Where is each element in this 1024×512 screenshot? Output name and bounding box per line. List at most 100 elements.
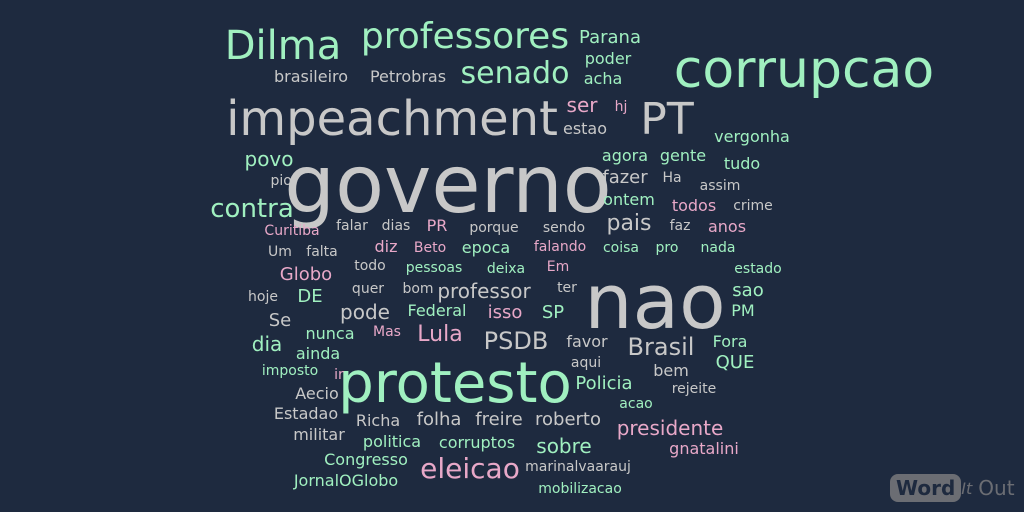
cloud-word: assim bbox=[699, 178, 741, 194]
cloud-word: deixa bbox=[486, 261, 526, 277]
cloud-word: povo bbox=[244, 147, 294, 171]
cloud-word: marinalvaarauj bbox=[525, 459, 631, 475]
cloud-word: sobre bbox=[536, 434, 592, 458]
cloud-word: falta bbox=[306, 244, 338, 260]
cloud-word: roberto bbox=[535, 409, 601, 430]
cloud-word: faz bbox=[669, 218, 691, 234]
cloud-word: Lula bbox=[417, 322, 463, 347]
cloud-word: Um bbox=[268, 244, 292, 260]
cloud-word: pais bbox=[606, 211, 652, 236]
cloud-word: todos bbox=[671, 196, 717, 215]
cloud-word: SP bbox=[541, 302, 565, 323]
cloud-word: dias bbox=[381, 218, 411, 234]
cloud-word: Dilma bbox=[224, 23, 342, 69]
cloud-word: impeachment bbox=[226, 91, 558, 147]
cloud-word: estao bbox=[562, 119, 608, 138]
cloud-word: quer bbox=[351, 281, 385, 297]
cloud-word: governo bbox=[284, 138, 612, 231]
cloud-word: Policia bbox=[575, 373, 633, 394]
cloud-word: Aecio bbox=[295, 384, 339, 403]
cloud-word: Ha bbox=[662, 170, 682, 186]
cloud-word: nunca bbox=[305, 324, 355, 343]
cloud-word: epoca bbox=[461, 238, 511, 257]
cloud-word: ser bbox=[566, 93, 598, 117]
cloud-word: Petrobras bbox=[369, 67, 447, 86]
wordItOut-logo: Word It Out bbox=[890, 470, 1018, 506]
cloud-word: professor bbox=[437, 279, 531, 303]
cloud-word: dia bbox=[251, 332, 283, 356]
cloud-word: porque bbox=[469, 220, 519, 236]
cloud-word: ir bbox=[334, 367, 344, 383]
cloud-word: protesto bbox=[338, 351, 572, 416]
cloud-word: todo bbox=[354, 258, 386, 274]
cloud-word: Fora bbox=[712, 332, 748, 351]
cloud-word: Richa bbox=[355, 411, 401, 430]
cloud-word: ontem bbox=[603, 190, 655, 209]
cloud-word: pior bbox=[270, 173, 298, 189]
cloud-word: JornalOGlobo bbox=[293, 471, 399, 490]
cloud-word: poder bbox=[584, 49, 632, 68]
cloud-word: nada bbox=[700, 240, 736, 256]
cloud-word: brasileiro bbox=[273, 67, 349, 86]
cloud-word: rejeite bbox=[671, 381, 717, 397]
cloud-word: Congresso bbox=[324, 450, 408, 469]
cloud-word: ter bbox=[557, 280, 577, 296]
cloud-word: Brasil bbox=[627, 333, 695, 361]
cloud-word: corrupcao bbox=[673, 40, 935, 100]
cloud-word: Curitiba bbox=[264, 223, 320, 239]
cloud-word: pessoas bbox=[405, 260, 463, 276]
cloud-word: Mas bbox=[373, 324, 401, 340]
cloud-word: eleicao bbox=[420, 452, 520, 485]
cloud-word: PR bbox=[426, 216, 448, 235]
cloud-word: Em bbox=[546, 259, 570, 275]
cloud-word: professores bbox=[360, 16, 570, 57]
cloud-word: Federal bbox=[407, 301, 467, 320]
cloud-word: mobilizacao bbox=[538, 481, 622, 497]
cloud-word: freire bbox=[475, 409, 523, 430]
cloud-word: folha bbox=[416, 409, 462, 430]
cloud-word: PSDB bbox=[483, 327, 549, 355]
cloud-word: presidente bbox=[616, 416, 724, 440]
cloud-word: imposto bbox=[261, 363, 319, 379]
cloud-word: Globo bbox=[279, 264, 333, 285]
cloud-word: Parana bbox=[579, 27, 641, 48]
cloud-word: acao bbox=[619, 396, 653, 412]
cloud-word: hj bbox=[614, 99, 628, 115]
cloud-word: bom bbox=[402, 281, 434, 297]
cloud-word: PT bbox=[640, 94, 694, 145]
logo-word: Word bbox=[890, 474, 962, 502]
cloud-word: estado bbox=[734, 261, 782, 277]
cloud-word: PM bbox=[731, 301, 755, 320]
cloud-word: favor bbox=[566, 332, 608, 351]
cloud-word: acha bbox=[583, 69, 623, 88]
cloud-word: pro bbox=[655, 240, 679, 256]
cloud-word: DE bbox=[297, 286, 323, 307]
cloud-word: agora bbox=[601, 146, 649, 165]
cloud-word: nao bbox=[584, 257, 726, 346]
cloud-word: coisa bbox=[602, 240, 640, 256]
cloud-word: falar bbox=[336, 218, 368, 234]
cloud-word: falando bbox=[533, 239, 587, 255]
cloud-word: hoje bbox=[248, 289, 278, 305]
logo-it: It bbox=[961, 478, 973, 498]
cloud-word: gnatalini bbox=[669, 439, 739, 458]
cloud-word: senado bbox=[460, 56, 570, 91]
cloud-word: diz bbox=[374, 237, 398, 256]
cloud-word: sao bbox=[732, 280, 764, 301]
cloud-word: Se bbox=[268, 310, 292, 331]
logo-out: Out bbox=[978, 476, 1015, 500]
cloud-word: anos bbox=[707, 217, 747, 236]
cloud-word: vergonha bbox=[714, 127, 790, 146]
cloud-word: Beto bbox=[413, 240, 447, 256]
cloud-word: bem bbox=[653, 361, 689, 380]
cloud-word: ainda bbox=[295, 344, 341, 363]
cloud-word: militar bbox=[293, 425, 345, 444]
cloud-word: corruptos bbox=[438, 433, 516, 452]
cloud-word: crime bbox=[733, 198, 773, 214]
cloud-word: aqui bbox=[570, 355, 602, 371]
cloud-word: contra bbox=[210, 194, 294, 224]
cloud-word: fazer bbox=[602, 167, 648, 188]
cloud-word: QUE bbox=[715, 352, 755, 373]
cloud-word: tudo bbox=[723, 154, 761, 173]
